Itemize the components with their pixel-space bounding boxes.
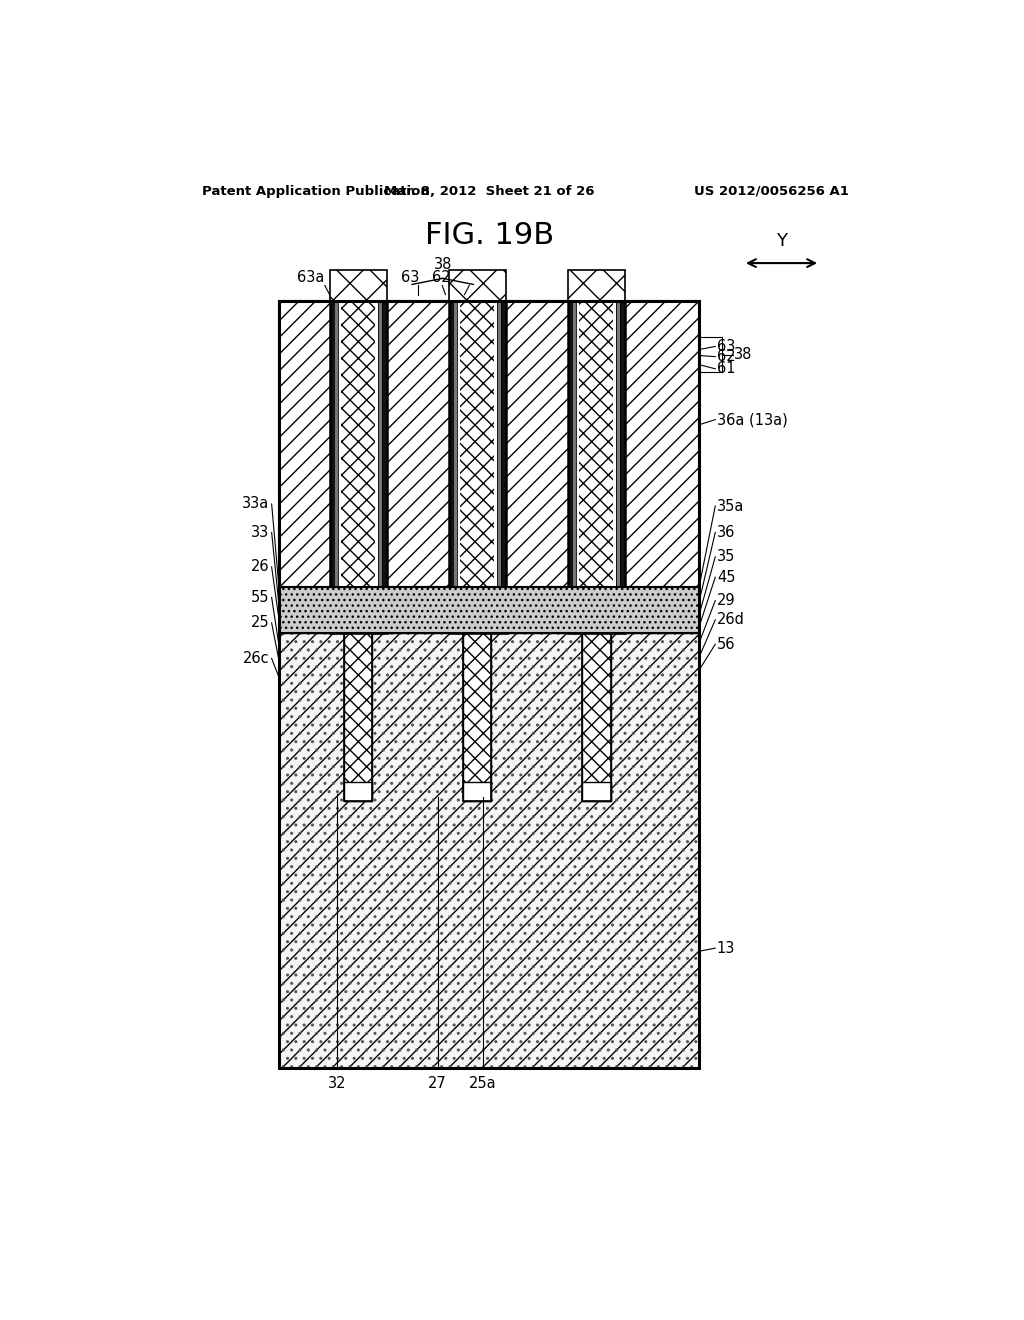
Bar xyxy=(279,301,699,1068)
Text: 35a: 35a xyxy=(717,499,744,513)
Bar xyxy=(375,301,378,634)
Text: 61: 61 xyxy=(462,271,480,285)
Bar xyxy=(494,301,498,634)
Bar xyxy=(456,301,499,634)
Text: 33a: 33a xyxy=(242,496,269,511)
Bar xyxy=(449,301,506,634)
Text: 26c: 26c xyxy=(243,651,269,667)
Text: 38: 38 xyxy=(734,347,753,362)
Bar xyxy=(378,301,382,634)
Bar xyxy=(449,301,454,634)
Bar xyxy=(382,301,387,634)
Text: 32: 32 xyxy=(328,1076,346,1092)
Text: Patent Application Publication: Patent Application Publication xyxy=(202,185,429,198)
Text: 35: 35 xyxy=(717,549,735,565)
Bar xyxy=(449,271,506,301)
Bar xyxy=(620,301,625,634)
Bar xyxy=(567,301,572,634)
Text: 61: 61 xyxy=(717,362,735,376)
Text: 27: 27 xyxy=(428,1076,446,1092)
Bar xyxy=(279,301,699,1068)
Bar xyxy=(279,587,699,634)
Text: 38: 38 xyxy=(433,257,452,272)
Bar xyxy=(463,783,492,801)
Bar xyxy=(279,587,699,634)
Bar xyxy=(449,301,506,634)
Bar xyxy=(330,271,387,301)
Bar xyxy=(574,301,617,634)
Bar xyxy=(344,634,373,801)
Text: 56: 56 xyxy=(717,636,735,652)
Text: 33: 33 xyxy=(251,525,269,540)
Bar xyxy=(582,634,610,801)
Bar xyxy=(577,301,580,634)
Bar xyxy=(582,634,610,801)
Text: 63: 63 xyxy=(400,271,419,285)
Bar xyxy=(567,301,625,634)
Bar xyxy=(463,634,492,801)
Bar xyxy=(572,301,577,634)
Bar xyxy=(454,301,457,634)
Bar xyxy=(279,301,699,587)
Text: 25a: 25a xyxy=(469,1076,497,1092)
Text: 13: 13 xyxy=(717,941,735,956)
Bar xyxy=(613,301,616,634)
Text: 25: 25 xyxy=(251,615,269,631)
Text: 45: 45 xyxy=(717,570,735,585)
Text: 63a: 63a xyxy=(297,271,325,285)
Text: 36: 36 xyxy=(717,525,735,540)
Bar xyxy=(582,783,610,801)
Bar xyxy=(330,301,334,634)
Bar xyxy=(567,301,625,634)
Bar xyxy=(616,301,621,634)
Bar xyxy=(330,301,387,634)
Text: 62: 62 xyxy=(432,271,451,285)
Bar xyxy=(337,301,380,634)
Text: 29: 29 xyxy=(717,593,735,609)
Text: Y: Y xyxy=(775,232,786,249)
Bar xyxy=(330,301,387,634)
Bar xyxy=(463,634,492,801)
Bar xyxy=(334,301,338,634)
Text: 26: 26 xyxy=(251,560,269,574)
Text: 63: 63 xyxy=(717,339,735,354)
Text: FIG. 19B: FIG. 19B xyxy=(425,222,554,251)
Bar xyxy=(498,301,501,634)
Bar xyxy=(501,301,506,634)
Bar xyxy=(338,301,341,634)
Bar xyxy=(457,301,461,634)
Text: 55: 55 xyxy=(251,590,269,605)
Text: 36a (13a): 36a (13a) xyxy=(717,412,787,428)
Bar xyxy=(279,301,699,1068)
Text: Mar. 8, 2012  Sheet 21 of 26: Mar. 8, 2012 Sheet 21 of 26 xyxy=(384,185,594,198)
Bar xyxy=(344,783,373,801)
Text: 26d: 26d xyxy=(717,612,744,627)
Text: US 2012/0056256 A1: US 2012/0056256 A1 xyxy=(693,185,849,198)
Bar xyxy=(567,271,625,301)
Bar xyxy=(344,634,373,801)
Text: 62: 62 xyxy=(717,348,735,364)
